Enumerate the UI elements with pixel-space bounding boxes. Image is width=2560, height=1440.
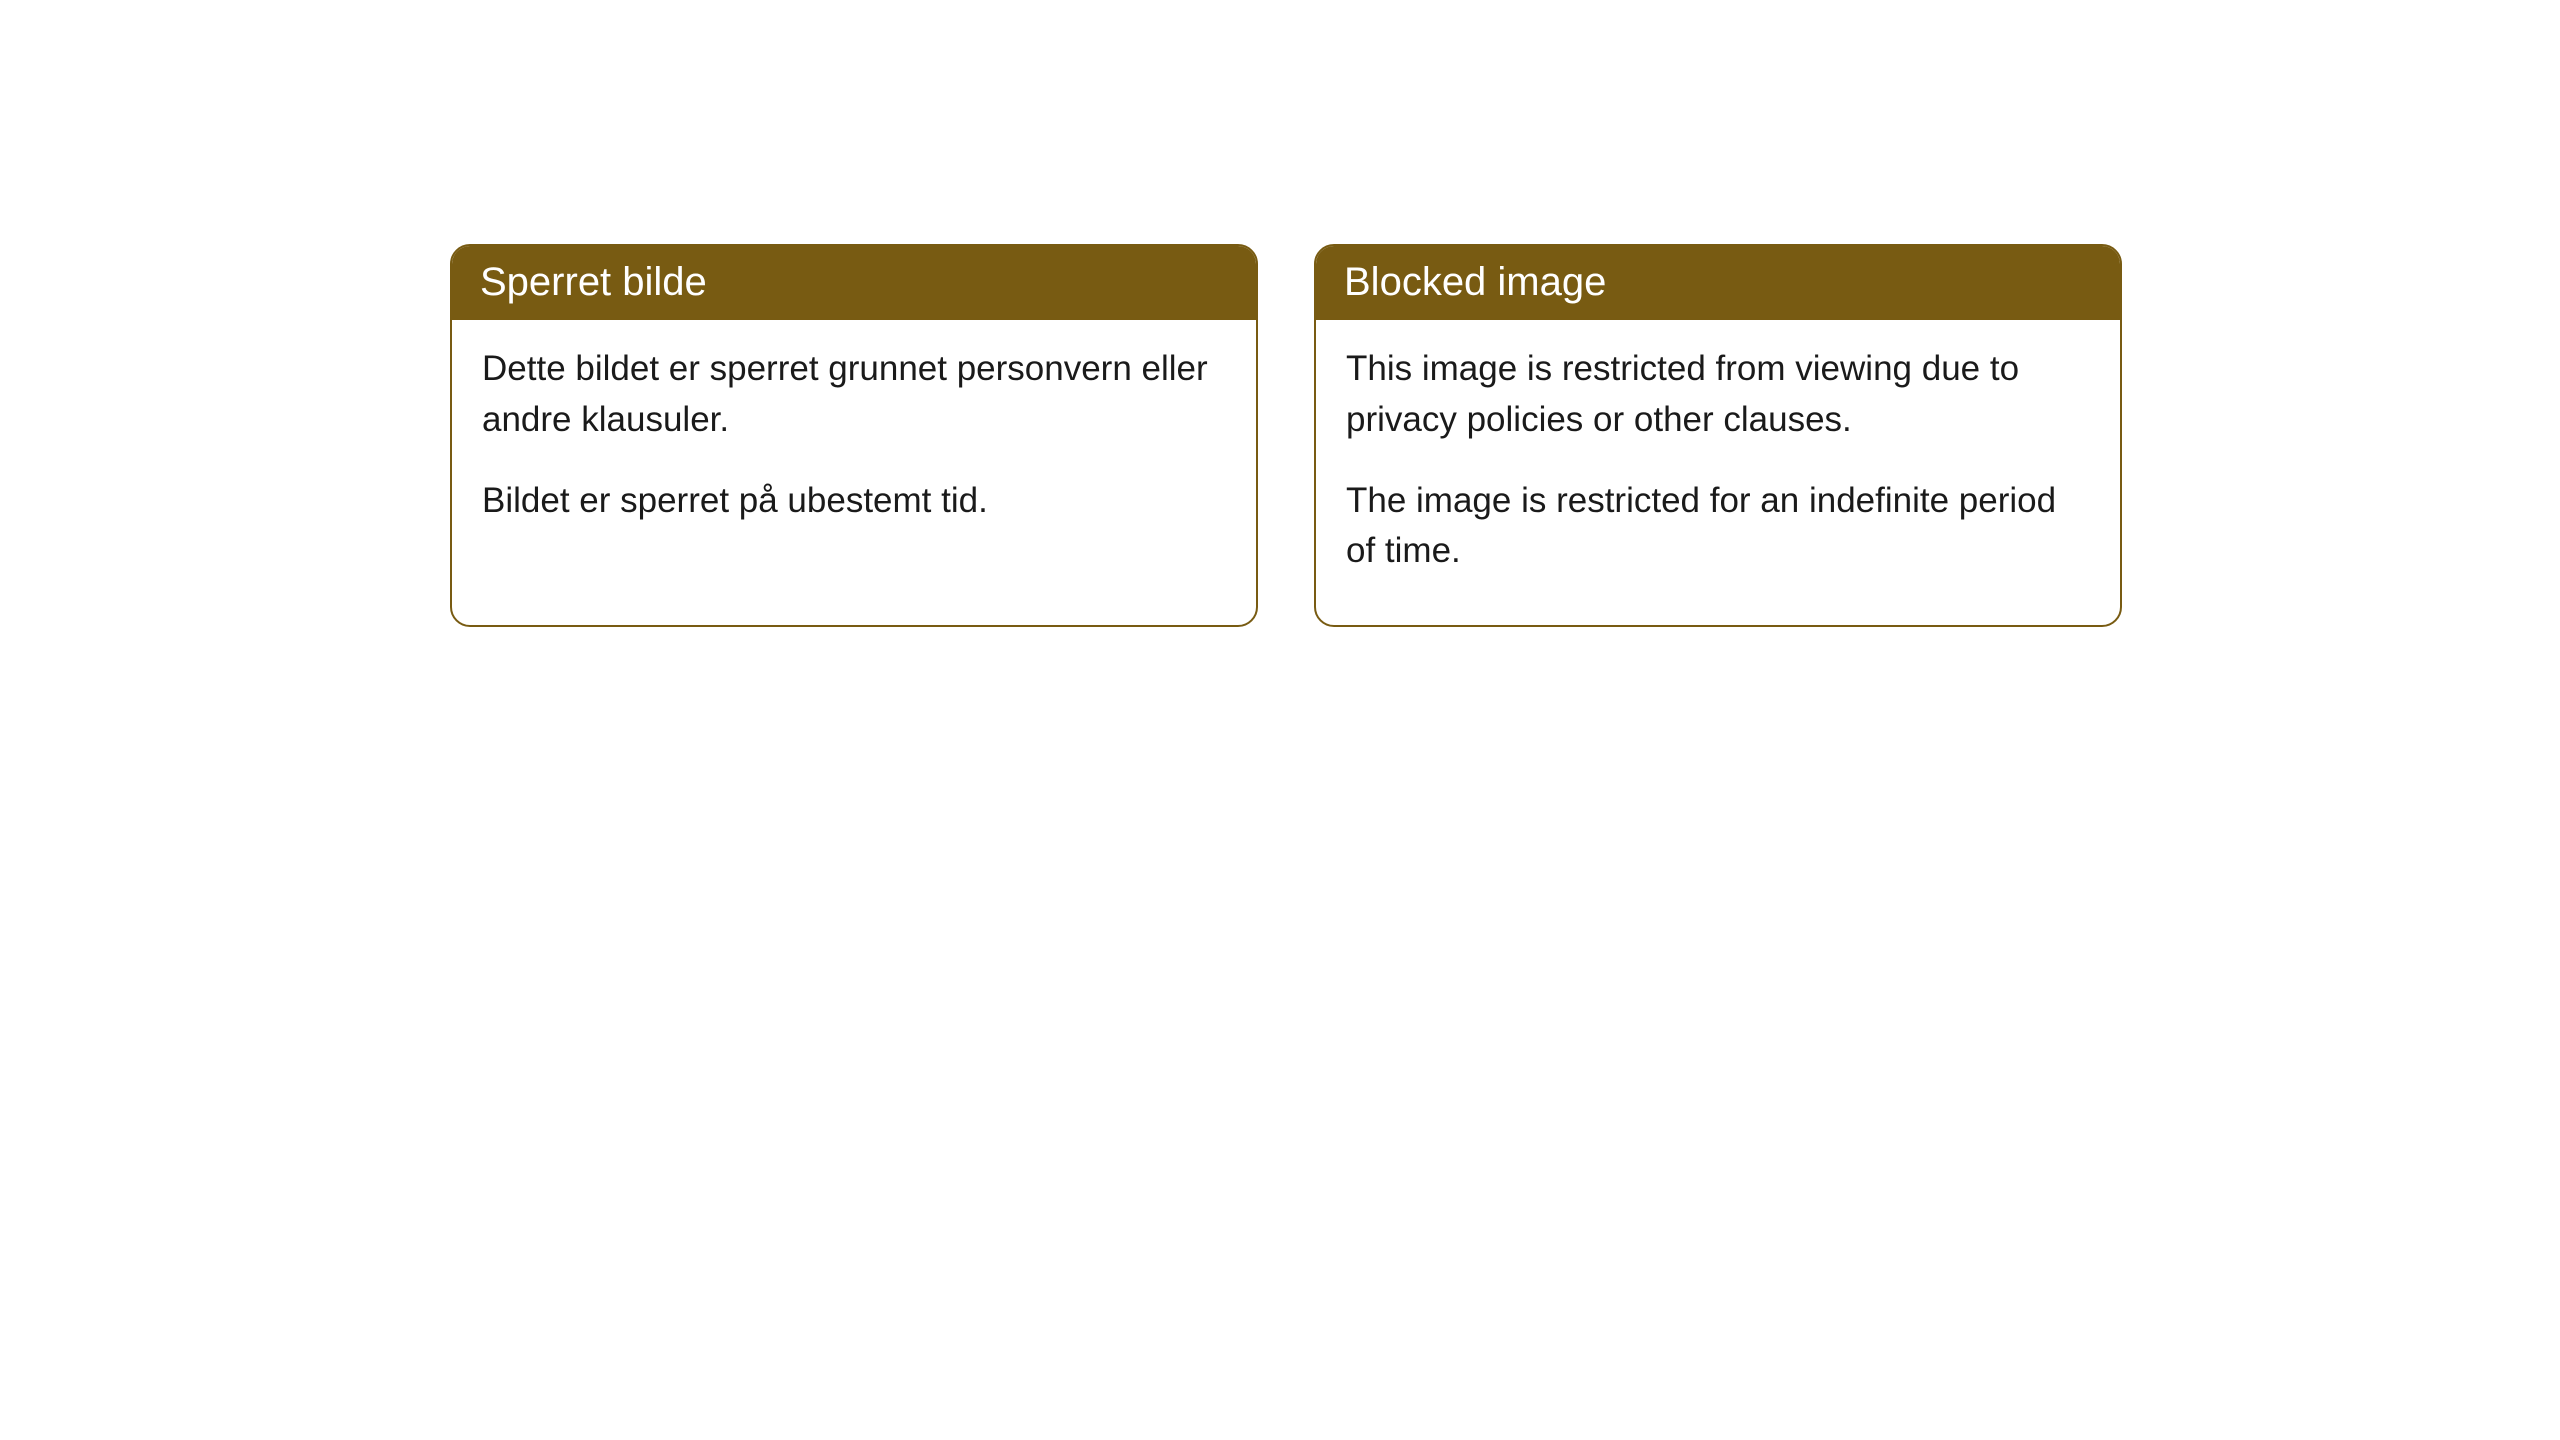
card-header-english: Blocked image <box>1316 246 2120 320</box>
notice-text-english-2: The image is restricted for an indefinit… <box>1346 476 2090 578</box>
notice-text-english-1: This image is restricted from viewing du… <box>1346 344 2090 446</box>
notice-text-norwegian-2: Bildet er sperret på ubestemt tid. <box>482 476 1226 527</box>
notice-container: Sperret bilde Dette bildet er sperret gr… <box>0 0 2560 627</box>
card-body-english: This image is restricted from viewing du… <box>1316 320 2120 625</box>
notice-card-english: Blocked image This image is restricted f… <box>1314 244 2122 627</box>
notice-card-norwegian: Sperret bilde Dette bildet er sperret gr… <box>450 244 1258 627</box>
notice-text-norwegian-1: Dette bildet er sperret grunnet personve… <box>482 344 1226 446</box>
card-body-norwegian: Dette bildet er sperret grunnet personve… <box>452 320 1256 574</box>
card-header-norwegian: Sperret bilde <box>452 246 1256 320</box>
